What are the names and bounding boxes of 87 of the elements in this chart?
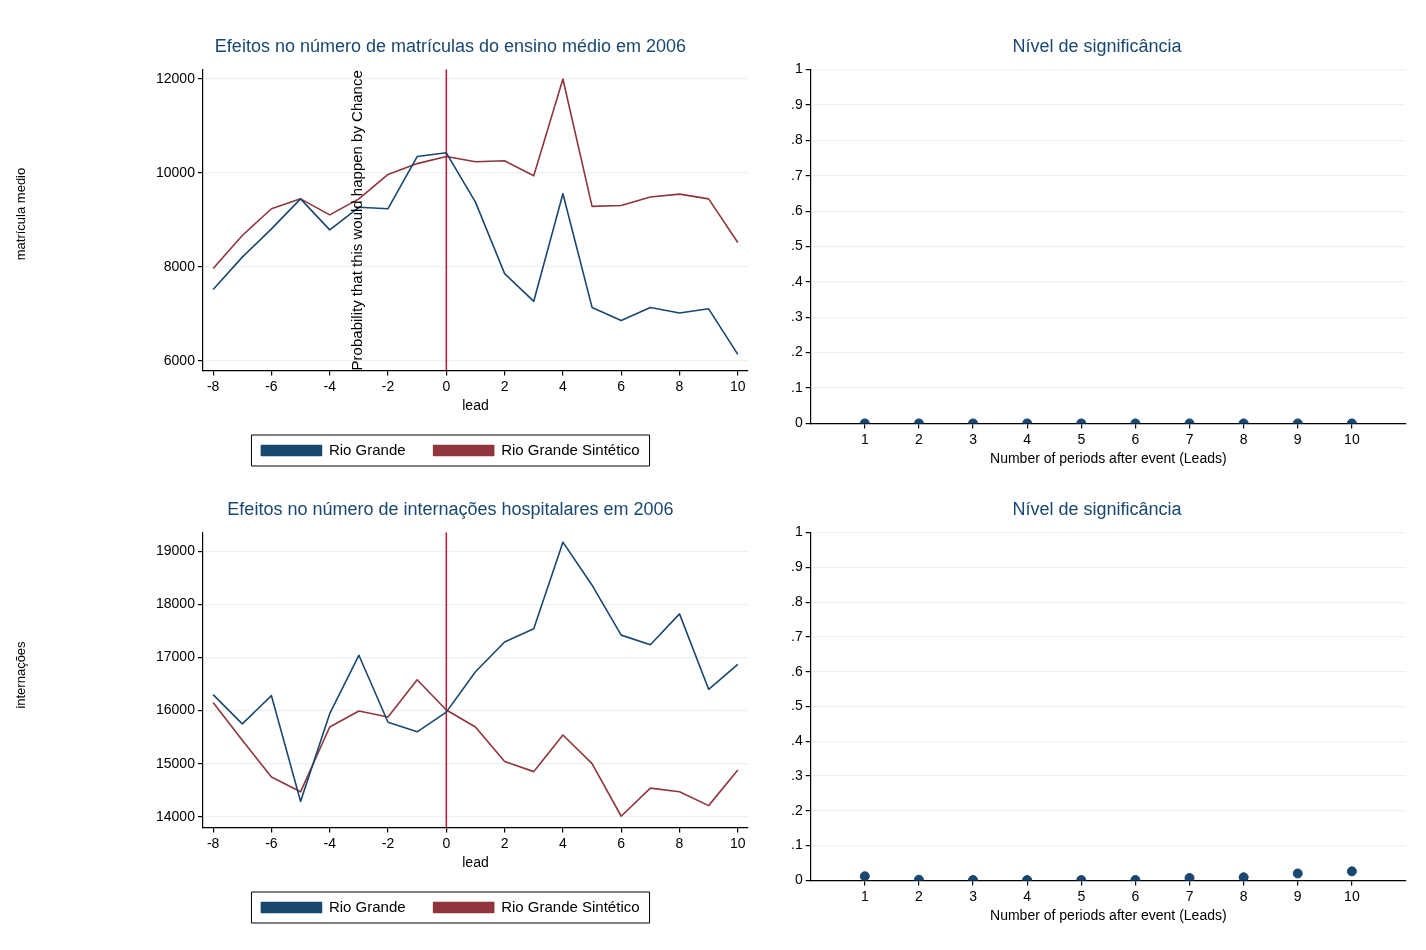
x-tick-label: 0 [442, 834, 451, 851]
x-tick-label: -8 [206, 377, 220, 394]
y-tick-label: .4 [790, 732, 803, 749]
x-tick-label: 1 [860, 430, 869, 447]
y-tick-label: .4 [790, 272, 803, 289]
x-tick-label: -2 [381, 377, 395, 394]
y-tick-label: .7 [790, 166, 803, 183]
x-tick-label: 10 [1344, 887, 1360, 904]
y-axis-title: matrícula medio [12, 168, 28, 261]
x-tick-label: -2 [381, 834, 395, 851]
y-tick-label: 12000 [155, 69, 196, 86]
x-tick-label: 6 [1131, 430, 1140, 447]
x-tick-label: 6 [617, 834, 626, 851]
y-tick-label: 16000 [155, 701, 196, 718]
x-tick-label: 4 [559, 377, 568, 394]
y-tick-label: 15000 [155, 754, 196, 771]
x-tick-label: 9 [1293, 887, 1302, 904]
y-tick-label: 6000 [163, 351, 196, 368]
y-tick-label: .5 [790, 697, 803, 714]
chart-title: Nível de significância [1012, 35, 1183, 56]
y-tick-label: .9 [790, 558, 803, 575]
x-tick-label: -6 [265, 377, 278, 394]
x-tick-label: 10 [730, 377, 746, 394]
x-tick-label: 10 [1344, 430, 1360, 447]
y-tick-label: .2 [790, 801, 803, 818]
chart-title: Efeitos no número de matrículas do ensino médio em 2006 [214, 35, 687, 56]
x-tick-label: 2 [500, 834, 509, 851]
x-tick-label: 6 [617, 377, 626, 394]
y-tick-label: 0 [794, 871, 803, 888]
y-tick-label: .3 [790, 766, 803, 783]
y-tick-label: 1 [794, 523, 803, 540]
x-tick-label: -6 [265, 834, 278, 851]
y-tick-label: 17000 [155, 648, 196, 665]
x-axis-title: Number of periods after event (Leads) [990, 450, 1227, 467]
x-tick-label: 8 [1239, 430, 1248, 447]
x-tick-label: 4 [1023, 887, 1032, 904]
x-tick-label: 4 [1023, 430, 1032, 447]
y-tick-label: .6 [790, 201, 803, 218]
x-tick-label: 10 [730, 834, 746, 851]
x-tick-label: 2 [915, 887, 924, 904]
y-tick-label: .6 [790, 662, 803, 679]
legend-label: Rio Grande [328, 440, 406, 458]
x-tick-label: 2 [915, 430, 924, 447]
legend-label: Rio Grande Sintético [501, 440, 640, 458]
y-axis-title: internações [12, 641, 28, 709]
y-tick-label: .3 [790, 308, 803, 325]
y-tick-label: 1 [794, 60, 803, 77]
chart-title: Nível de significância [1012, 498, 1183, 519]
x-tick-label: 6 [1131, 887, 1140, 904]
x-tick-label: -4 [323, 377, 337, 394]
y-tick-label: .9 [790, 95, 803, 112]
y-tick-label: 19000 [155, 542, 196, 559]
x-tick-label: -4 [323, 834, 337, 851]
x-tick-label: 7 [1185, 430, 1194, 447]
x-tick-label: -8 [206, 834, 220, 851]
y-tick-label: 14000 [155, 807, 196, 824]
x-tick-label: 0 [442, 377, 451, 394]
y-tick-label: .1 [790, 378, 803, 395]
x-tick-label: 5 [1077, 430, 1086, 447]
annotation: Probability that this would happen by Chance [348, 70, 366, 371]
x-tick-label: 2 [500, 377, 509, 394]
x-tick-label: 4 [559, 834, 568, 851]
x-tick-label: 8 [1239, 887, 1248, 904]
x-axis-title: lead [462, 854, 489, 871]
legend-label: Rio Grande [328, 897, 406, 915]
y-tick-label: 18000 [155, 595, 196, 612]
y-tick-label: .8 [790, 131, 803, 148]
x-tick-label: 7 [1185, 887, 1194, 904]
x-tick-label: 3 [969, 430, 978, 447]
chart-title: Efeitos no número de internações hospitalares em 2006 [227, 498, 674, 519]
y-tick-label: .1 [790, 836, 803, 853]
y-tick-label: .8 [790, 593, 803, 610]
x-tick-label: 8 [675, 834, 684, 851]
y-tick-label: 10000 [155, 163, 196, 180]
y-tick-label: .2 [790, 343, 803, 360]
x-axis-title: lead [462, 397, 489, 414]
x-tick-label: 5 [1077, 887, 1086, 904]
x-tick-label: 3 [969, 887, 978, 904]
x-tick-label: 9 [1293, 430, 1302, 447]
legend-label: Rio Grande Sintético [501, 897, 640, 915]
y-tick-label: .7 [790, 627, 803, 644]
y-tick-label: 0 [794, 414, 803, 431]
y-tick-label: 8000 [163, 257, 196, 274]
y-tick-label: .5 [790, 237, 803, 254]
x-axis-title: Number of periods after event (Leads) [990, 907, 1227, 924]
x-tick-label: 8 [675, 377, 684, 394]
x-tick-label: 1 [860, 887, 869, 904]
